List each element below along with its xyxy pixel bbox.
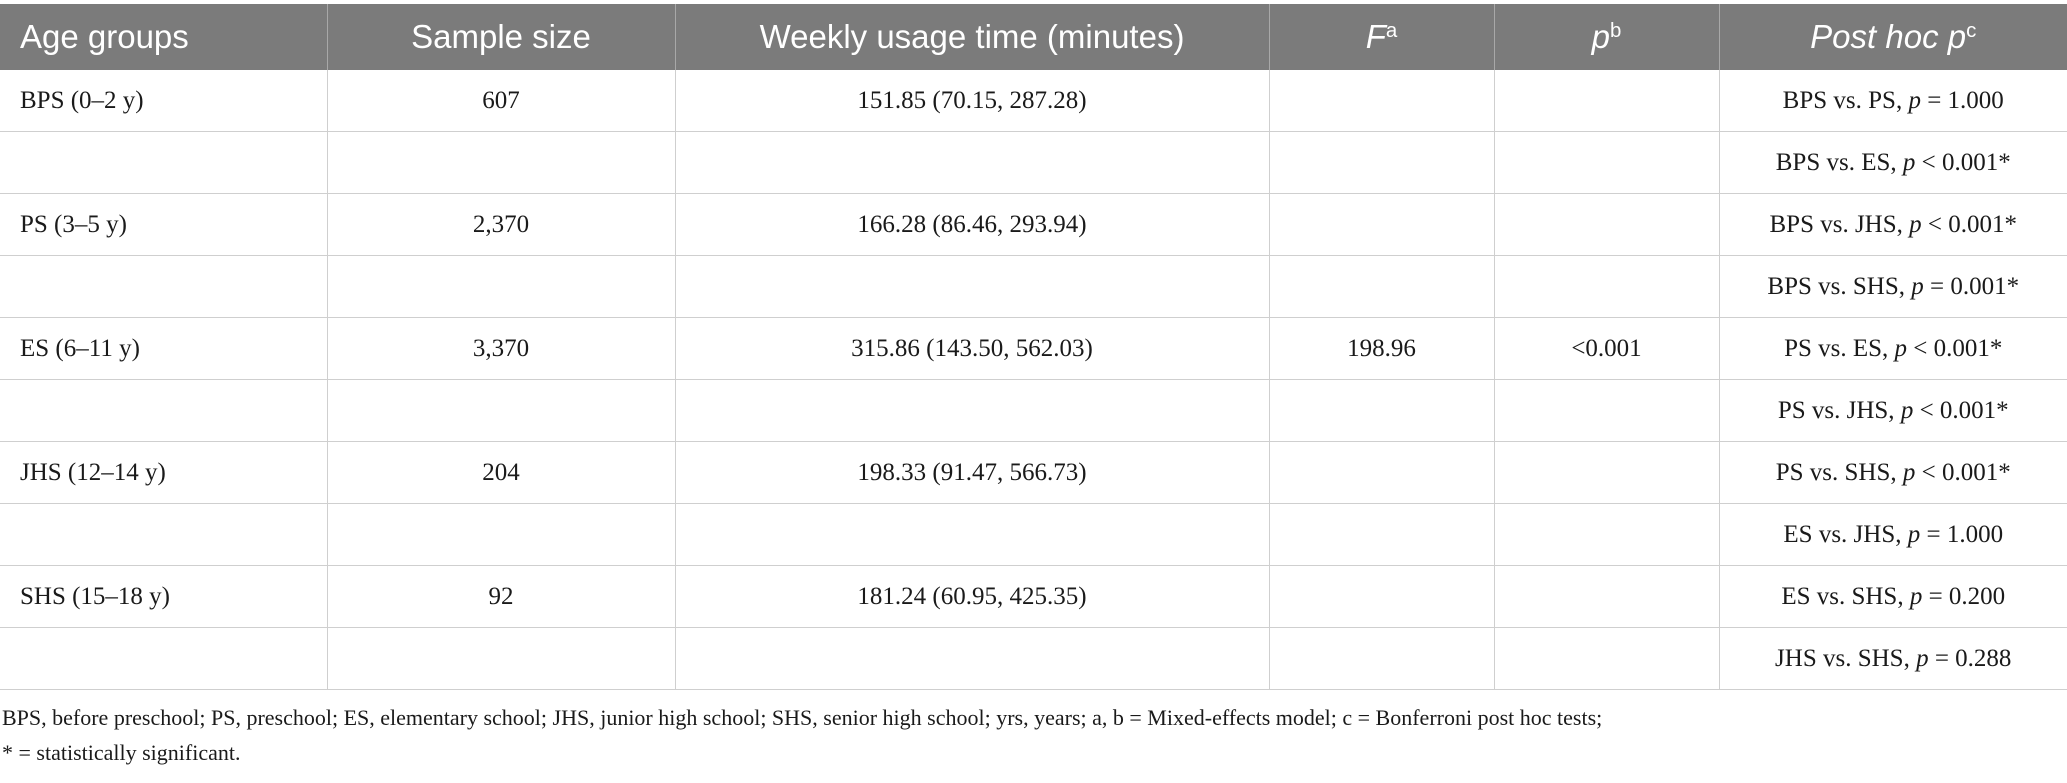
- cell-f: [1269, 503, 1495, 566]
- cell-p: [1494, 441, 1720, 504]
- cell-age-group: [0, 503, 328, 566]
- cell-age-group: BPS (0–2 y): [0, 70, 328, 132]
- cell-p: [1494, 193, 1720, 256]
- cell-sample-size: 204: [327, 441, 676, 504]
- cell-post-hoc: PS vs. ES, p < 0.001*: [1719, 317, 2067, 380]
- cell-post-hoc: BPS vs. SHS, p = 0.001*: [1719, 255, 2067, 318]
- results-table: Age groups Sample size Weekly usage time (…: [0, 4, 2067, 690]
- footnote-line-2: * = statistically significant.: [2, 740, 241, 765]
- table-row: PS vs. JHS, p < 0.001*: [0, 379, 2067, 442]
- table-row: ES vs. JHS, p = 1.000: [0, 503, 2067, 566]
- header-p-value-footnote-marker: b: [1609, 18, 1622, 42]
- cell-p: [1494, 70, 1720, 132]
- cell-post-hoc: ES vs. JHS, p = 1.000: [1719, 503, 2067, 566]
- header-weekly-usage-time-label: Weekly usage time (minutes): [759, 18, 1185, 55]
- cell-p: [1494, 627, 1720, 690]
- cell-sample-size: 92: [327, 565, 676, 628]
- cell-f: [1269, 627, 1495, 690]
- header-f-statistic: Fa: [1269, 4, 1495, 70]
- table-body: BPS (0–2 y) 607 151.85 (70.15, 287.28) BPS …: [0, 70, 2067, 690]
- cell-weekly-usage: [675, 379, 1270, 442]
- cell-age-group: [0, 627, 328, 690]
- cell-weekly-usage: 151.85 (70.15, 287.28): [675, 70, 1270, 132]
- cell-f: [1269, 255, 1495, 318]
- header-age-groups: Age groups: [0, 4, 328, 70]
- cell-sample-size: [327, 627, 676, 690]
- header-row: Age groups Sample size Weekly usage time (…: [0, 4, 2067, 70]
- cell-sample-size: 2,370: [327, 193, 676, 256]
- cell-sample-size: 607: [327, 70, 676, 132]
- cell-weekly-usage: 181.24 (60.95, 425.35): [675, 565, 1270, 628]
- cell-weekly-usage: [675, 255, 1270, 318]
- header-weekly-usage-time: Weekly usage time (minutes): [675, 4, 1270, 70]
- cell-age-group: JHS (12–14 y): [0, 441, 328, 504]
- header-p-value: pb: [1494, 4, 1720, 70]
- header-post-hoc-p-label: Post hoc p: [1810, 18, 1967, 55]
- cell-post-hoc: JHS vs. SHS, p = 0.288: [1719, 627, 2067, 690]
- cell-sample-size: [327, 255, 676, 318]
- table-row: JHS (12–14 y) 204 198.33 (91.47, 566.73) PS…: [0, 441, 2067, 504]
- cell-weekly-usage: 166.28 (86.46, 293.94): [675, 193, 1270, 256]
- cell-age-group: SHS (15–18 y): [0, 565, 328, 628]
- cell-sample-size: [327, 503, 676, 566]
- cell-post-hoc: BPS vs. PS, p = 1.000: [1719, 70, 2067, 132]
- header-sample-size: Sample size: [327, 4, 676, 70]
- table-row: BPS (0–2 y) 607 151.85 (70.15, 287.28) BPS …: [0, 70, 2067, 132]
- cell-p: [1494, 255, 1720, 318]
- cell-f: [1269, 193, 1495, 256]
- cell-post-hoc: BPS vs. ES, p < 0.001*: [1719, 131, 2067, 194]
- header-post-hoc-p: Post hoc pc: [1719, 4, 2067, 70]
- cell-post-hoc: ES vs. SHS, p = 0.200: [1719, 565, 2067, 628]
- cell-weekly-usage: 198.33 (91.47, 566.73): [675, 441, 1270, 504]
- cell-f: [1269, 441, 1495, 504]
- header-f-statistic-footnote-marker: a: [1385, 18, 1398, 42]
- table-row: SHS (15–18 y) 92 181.24 (60.95, 425.35) ES …: [0, 565, 2067, 628]
- header-post-hoc-p-footnote-marker: c: [1966, 18, 1977, 42]
- cell-f: 198.96: [1269, 317, 1495, 380]
- cell-weekly-usage: [675, 627, 1270, 690]
- cell-age-group: PS (3–5 y): [0, 193, 328, 256]
- cell-p: [1494, 131, 1720, 194]
- table-row: ES (6–11 y) 3,370 315.86 (143.50, 562.03) 1…: [0, 317, 2067, 380]
- cell-p: [1494, 503, 1720, 566]
- footnote-line-1: BPS, before preschool; PS, preschool; ES…: [2, 705, 1603, 730]
- cell-post-hoc: PS vs. JHS, p < 0.001*: [1719, 379, 2067, 442]
- cell-p: <0.001: [1494, 317, 1720, 380]
- cell-age-group: ES (6–11 y): [0, 317, 328, 380]
- cell-sample-size: [327, 379, 676, 442]
- cell-post-hoc: PS vs. SHS, p < 0.001*: [1719, 441, 2067, 504]
- header-f-statistic-label: F: [1365, 18, 1386, 55]
- table-row: JHS vs. SHS, p = 0.288: [0, 627, 2067, 690]
- cell-f: [1269, 565, 1495, 628]
- cell-f: [1269, 70, 1495, 132]
- cell-f: [1269, 379, 1495, 442]
- table-row: PS (3–5 y) 2,370 166.28 (86.46, 293.94) BPS…: [0, 193, 2067, 256]
- header-p-value-label: p: [1591, 18, 1610, 55]
- table-row: BPS vs. SHS, p = 0.001*: [0, 255, 2067, 318]
- cell-weekly-usage: [675, 503, 1270, 566]
- header-sample-size-label: Sample size: [411, 18, 591, 55]
- table-row: BPS vs. ES, p < 0.001*: [0, 131, 2067, 194]
- cell-f: [1269, 131, 1495, 194]
- header-age-groups-label: Age groups: [20, 18, 189, 55]
- cell-sample-size: 3,370: [327, 317, 676, 380]
- cell-age-group: [0, 131, 328, 194]
- cell-weekly-usage: [675, 131, 1270, 194]
- table-footnote: BPS, before preschool; PS, preschool; ES…: [2, 700, 2062, 770]
- cell-p: [1494, 565, 1720, 628]
- cell-age-group: [0, 255, 328, 318]
- cell-weekly-usage: 315.86 (143.50, 562.03): [675, 317, 1270, 380]
- cell-post-hoc: BPS vs. JHS, p < 0.001*: [1719, 193, 2067, 256]
- cell-p: [1494, 379, 1720, 442]
- cell-sample-size: [327, 131, 676, 194]
- cell-age-group: [0, 379, 328, 442]
